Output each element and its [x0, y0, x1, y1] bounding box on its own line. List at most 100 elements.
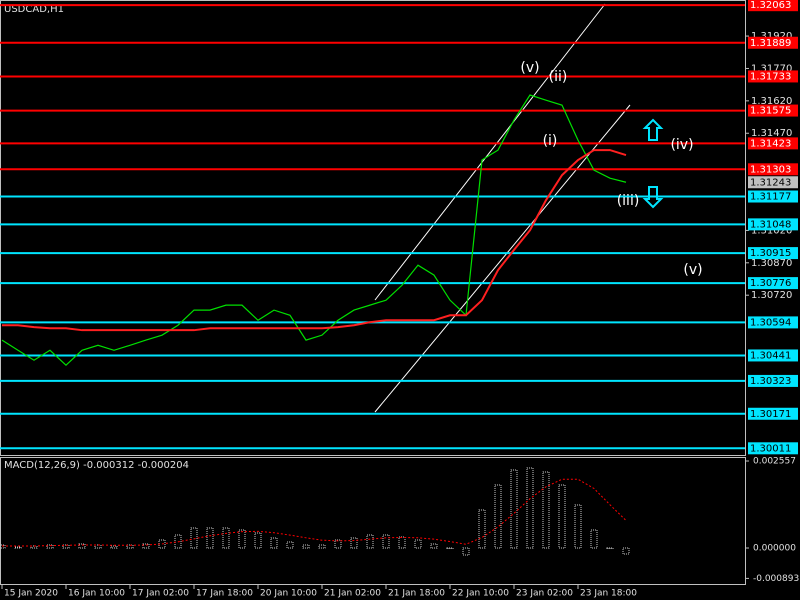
last-price-label: 1.31243: [750, 177, 791, 188]
macd-bar: [366, 534, 374, 549]
level-label: 1.30011: [750, 443, 791, 454]
y-tick-label: 1.30720: [751, 290, 792, 301]
y-tick-label: -0.000893: [753, 574, 799, 584]
macd-bar: [382, 534, 390, 549]
macd-bar: [206, 527, 214, 549]
macd-bar: [222, 527, 230, 549]
macd-bar: [158, 539, 166, 549]
level-label-box: [748, 104, 798, 117]
macd-bar: [302, 544, 310, 549]
x-tick-label: 23 Jan 18:00: [580, 589, 637, 599]
level-label-box: [748, 374, 798, 387]
macd-bar: [334, 539, 342, 549]
level-label: 1.32063: [750, 0, 791, 11]
level-label-box: [748, 0, 798, 12]
level-label: 1.31889: [750, 38, 791, 49]
level-label: 1.31733: [750, 71, 791, 82]
macd-bar: [414, 539, 422, 549]
y-tick-label: 1.31470: [751, 128, 792, 139]
macd-bar: [590, 529, 598, 549]
macd-bar: [78, 543, 86, 549]
macd-bar: [190, 527, 198, 549]
up-arrow: [642, 118, 664, 141]
level-label-box: [748, 316, 798, 329]
y-tick-label: 1.31020: [751, 225, 792, 236]
macd-bar: [46, 544, 54, 549]
macd-bar: [606, 547, 614, 550]
y-tick-label: 1.31770: [751, 63, 792, 74]
channel-line: [374, 104, 631, 413]
macd-bar: [542, 471, 550, 549]
channel-line: [374, 3, 606, 301]
macd-bar: [558, 484, 566, 549]
macd-bar: [574, 504, 582, 549]
level-label: 1.30594: [750, 317, 791, 328]
macd-bar: [30, 545, 38, 549]
x-tick-label: 20 Jan 10:00: [260, 589, 317, 599]
x-tick-label: 21 Jan 18:00: [388, 589, 445, 599]
level-label: 1.30323: [750, 376, 791, 387]
wave-label: (iv): [670, 137, 693, 153]
macd-bar: [478, 509, 486, 549]
macd-bar: [254, 532, 262, 549]
level-label: 1.30776: [750, 278, 791, 289]
x-tick-label: 17 Jan 18:00: [196, 589, 253, 599]
macd-bar: [318, 544, 326, 549]
macd-title: MACD(12,26,9) -0.000312 -0.000204: [4, 460, 189, 471]
level-label-box: [748, 36, 798, 49]
chart-title: USDCAD,H1: [4, 4, 64, 15]
x-tick-label: 17 Jan 02:00: [132, 589, 189, 599]
level-label-box: [748, 163, 798, 176]
macd-panel-frame: [0, 457, 746, 585]
macd-bar: [142, 543, 150, 549]
price-line: [2, 149, 627, 332]
level-label: 1.30441: [750, 350, 791, 361]
macd-bar: [270, 537, 278, 549]
macd-bar: [238, 529, 246, 549]
level-label-box: [748, 442, 798, 455]
macd-bar: [622, 547, 630, 555]
down-arrow: [642, 186, 664, 209]
level-label-box: [748, 218, 798, 231]
x-tick-label: 21 Jan 02:00: [324, 589, 381, 599]
signal-line: [2, 478, 627, 547]
wave-label: (v): [520, 60, 539, 76]
macd-bar: [14, 546, 22, 549]
x-tick-label: 22 Jan 10:00: [452, 589, 509, 599]
macd-bar: [526, 467, 534, 549]
y-tick-label: 0.002557: [753, 457, 796, 467]
y-tick-label: 1.30870: [751, 258, 792, 269]
price-line: [1, 94, 627, 366]
x-tick-label: 15 Jan 2020: [4, 589, 58, 599]
y-tick-label: 1.31920: [751, 31, 792, 42]
wave-label: (iii): [617, 193, 640, 209]
price-panel-frame: [0, 0, 746, 456]
x-tick-label: 16 Jan 10:00: [68, 589, 125, 599]
wave-label: (i): [543, 133, 558, 149]
macd-bar: [494, 484, 502, 549]
macd-bar: [510, 469, 518, 549]
last-price-box: [748, 176, 798, 189]
level-label-box: [748, 247, 798, 260]
macd-bar: [286, 541, 294, 549]
level-label: 1.30171: [750, 409, 791, 420]
level-label: 1.31177: [750, 192, 791, 203]
y-tick-label: 0.000000: [753, 544, 796, 554]
macd-bar: [110, 545, 118, 549]
level-label-box: [748, 190, 798, 203]
wave-label: (v): [683, 262, 702, 278]
level-label-box: [748, 277, 798, 290]
macd-bar: [0, 544, 6, 549]
macd-bar: [430, 543, 438, 549]
level-label-box: [748, 349, 798, 362]
macd-bar: [350, 537, 358, 549]
wave-label: (ii): [549, 69, 568, 85]
level-label: 1.31303: [750, 164, 791, 175]
level-label-box: [748, 407, 798, 420]
level-label-box: [748, 137, 798, 150]
level-label: 1.31575: [750, 106, 791, 117]
macd-bar: [446, 547, 454, 550]
level-label: 1.30915: [750, 248, 791, 259]
